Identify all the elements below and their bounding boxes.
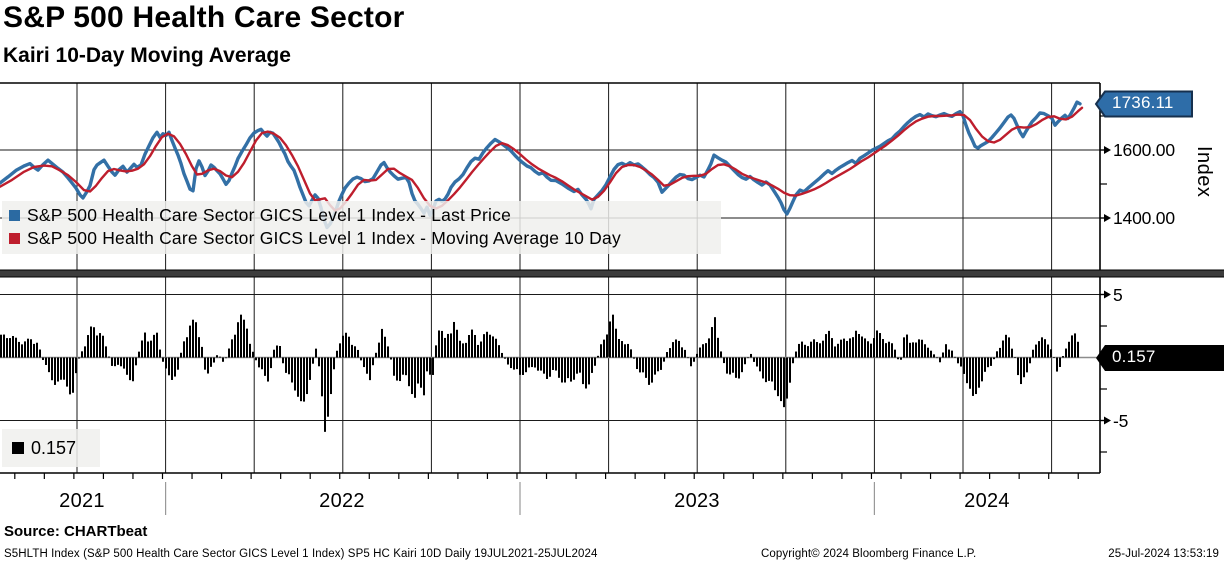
kairi-legend-swatch — [12, 442, 24, 454]
last-price-legend-label: S&P 500 Health Care Sector GICS Level 1 … — [27, 205, 512, 225]
kairi-value-tag: 0.157 — [1112, 347, 1156, 366]
footer-ticker-description: S5HLTH Index (S&P 500 Health Care Sector… — [4, 548, 598, 560]
kairi-axis-tick-pos5: 5 — [1113, 285, 1123, 305]
legend-row-moving-average: S&P 500 Health Care Sector GICS Level 1 … — [9, 227, 721, 250]
footer-timestamp: 25-Jul-2024 13:53:19 — [1108, 548, 1219, 560]
source-line: Source: CHARTbeat — [4, 523, 148, 540]
x-axis-year-2021: 2021 — [59, 490, 105, 512]
footer-copyright: Copyright© 2024 Bloomberg Finance L.P. — [761, 548, 977, 560]
price-axis-title: Index — [1193, 146, 1215, 198]
x-axis-year-2023: 2023 — [674, 490, 720, 512]
last-price-legend-swatch — [9, 210, 20, 221]
kairi-legend-value: 0.157 — [31, 437, 77, 458]
price-axis-tick-1600: 1600.00 — [1113, 140, 1175, 160]
price-axis-tick-1400: 1400.00 — [1113, 208, 1175, 228]
kairi-panel-legend: 0.157 — [2, 429, 100, 467]
legend-row-last-price: S&P 500 Health Care Sector GICS Level 1 … — [9, 204, 721, 227]
last-price-tag: 1736.11 — [1112, 93, 1174, 112]
page-subtitle: Kairi 10-Day Moving Average — [3, 44, 291, 67]
price-panel-legend: S&P 500 Health Care Sector GICS Level 1 … — [2, 201, 721, 254]
x-axis-year-2024: 2024 — [964, 490, 1010, 512]
x-axis-year-2022: 2022 — [319, 490, 365, 512]
moving-average-legend-label: S&P 500 Health Care Sector GICS Level 1 … — [27, 228, 621, 248]
kairi-axis-tick-neg5: -5 — [1113, 411, 1129, 431]
page-title: S&P 500 Health Care Sector — [3, 1, 405, 34]
moving-average-legend-swatch — [9, 233, 20, 244]
